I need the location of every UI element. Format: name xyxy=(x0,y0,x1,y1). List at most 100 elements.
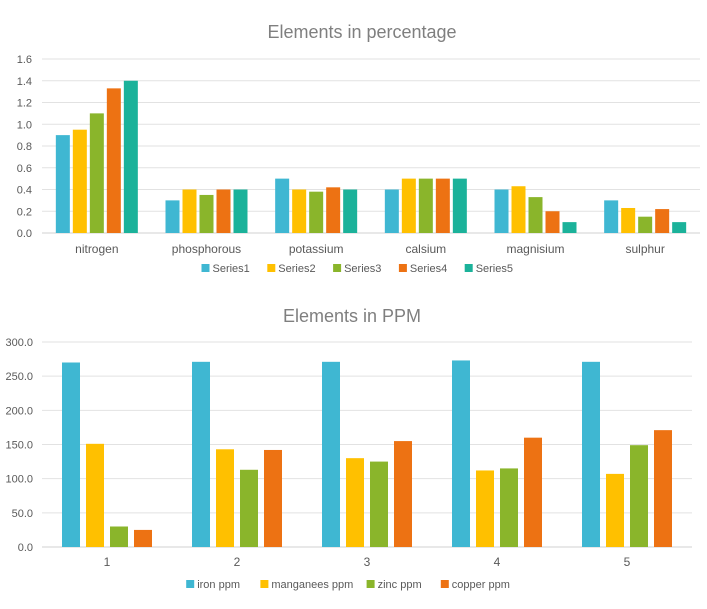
legend-label: manganees ppm xyxy=(271,579,353,591)
legend-item: copper ppm xyxy=(440,579,510,591)
bar xyxy=(630,445,648,547)
bar xyxy=(452,360,470,547)
x-tick-label: phosphorous xyxy=(172,242,241,256)
bar xyxy=(621,207,636,233)
bar xyxy=(494,189,509,233)
legend-label: Series5 xyxy=(476,263,513,275)
bar xyxy=(435,178,450,233)
bar xyxy=(672,222,687,233)
x-tick-label: magnisium xyxy=(506,242,564,256)
bar xyxy=(86,443,104,547)
y-tick-label: 0.6 xyxy=(17,163,32,175)
legend-label: Series2 xyxy=(278,263,315,275)
y-tick-label: 0.0 xyxy=(18,542,33,554)
x-tick-label: sulphur xyxy=(625,242,664,256)
y-tick-label: 0.2 xyxy=(17,206,32,218)
legend-swatch xyxy=(398,264,407,272)
x-tick-label: 2 xyxy=(234,555,241,569)
bar xyxy=(500,468,518,547)
y-tick-label: 300.0 xyxy=(5,337,33,349)
legend-swatch xyxy=(464,264,473,272)
bar xyxy=(476,470,494,547)
legend-swatch xyxy=(366,580,375,588)
bar xyxy=(545,211,560,233)
bar xyxy=(106,88,121,233)
legend-swatch xyxy=(440,580,449,588)
bar xyxy=(62,362,80,547)
bar xyxy=(452,178,467,233)
bar xyxy=(343,189,358,233)
legend-swatch xyxy=(267,264,276,272)
bar xyxy=(511,186,526,233)
legend-label: copper ppm xyxy=(452,579,510,591)
legend-item: manganees ppm xyxy=(260,579,353,591)
bar xyxy=(165,200,180,233)
legend-swatch xyxy=(260,580,269,588)
bar xyxy=(110,526,128,547)
bar xyxy=(292,189,307,233)
bar xyxy=(182,189,197,233)
y-tick-label: 0.0 xyxy=(17,228,32,240)
y-tick-label: 100.0 xyxy=(5,474,33,486)
chart-elements-ppm: Elements in PPM 0.0 50.0 100.0 150.0 200.0 2 5… xyxy=(5,306,692,591)
bar xyxy=(134,529,152,547)
bar xyxy=(638,216,653,233)
chart-elements-percentage: Elements in percentage 0.0 0.2 0.4 0.6 0.8 1.… xyxy=(17,22,700,275)
legend-item: Series2 xyxy=(267,263,316,275)
legend-swatch xyxy=(201,264,210,272)
legend-label: iron ppm xyxy=(197,579,240,591)
bar xyxy=(55,135,70,233)
legend-item: iron ppm xyxy=(186,579,240,591)
legend-label: zinc ppm xyxy=(378,579,422,591)
legend-label: Series3 xyxy=(344,263,381,275)
bar xyxy=(216,189,231,233)
legend-item: Series5 xyxy=(464,263,513,275)
legend-swatch xyxy=(186,580,195,588)
bar xyxy=(346,458,364,547)
bar xyxy=(309,191,324,233)
legend-swatch xyxy=(333,264,342,272)
bar xyxy=(394,441,412,547)
bar xyxy=(216,449,234,547)
y-tick-label: 1.4 xyxy=(17,76,32,88)
x-tick-label: 3 xyxy=(364,555,371,569)
chart-title: Elements in PPM xyxy=(283,306,421,326)
y-tick-label: 0.8 xyxy=(17,141,32,153)
x-tick-label: 5 xyxy=(624,555,631,569)
bar xyxy=(89,113,104,233)
bar xyxy=(606,473,624,547)
bar xyxy=(370,461,388,547)
x-tick-label: calsium xyxy=(405,242,446,256)
y-tick-label: 50.0 xyxy=(12,508,33,520)
bar xyxy=(562,222,577,233)
x-tick-label: nitrogen xyxy=(75,242,118,256)
bar xyxy=(401,178,416,233)
bar xyxy=(233,189,248,233)
y-tick-label: 0.4 xyxy=(17,185,32,197)
y-tick-label: 200.0 xyxy=(5,405,33,417)
legend-item: Series1 xyxy=(201,263,250,275)
bar xyxy=(528,197,543,233)
x-tick-label: 1 xyxy=(104,555,111,569)
chart-title: Elements in percentage xyxy=(267,22,456,42)
legend-label: Series4 xyxy=(410,263,447,275)
bar xyxy=(524,437,542,547)
bar xyxy=(582,361,600,547)
y-tick-label: 150.0 xyxy=(5,440,33,452)
bar xyxy=(384,189,399,233)
legend-item: Series3 xyxy=(333,263,381,275)
bar xyxy=(240,469,258,547)
legend-label: Series1 xyxy=(213,263,250,275)
bar xyxy=(199,194,214,233)
bar xyxy=(264,449,282,547)
y-tick-label: 1.6 xyxy=(17,54,32,66)
y-tick-label: 1.2 xyxy=(17,98,32,110)
bar xyxy=(604,200,619,233)
x-tick-label: potassium xyxy=(289,242,344,256)
bar xyxy=(275,178,290,233)
y-tick-label: 1.0 xyxy=(17,119,32,131)
x-tick-label: 4 xyxy=(494,555,501,569)
bar xyxy=(655,209,670,233)
bar xyxy=(72,129,87,233)
